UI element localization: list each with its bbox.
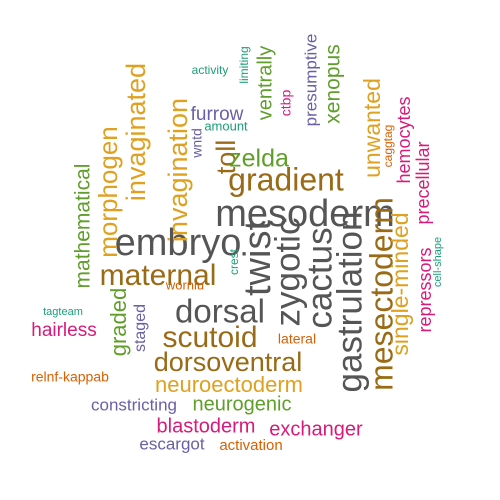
word-furrow: furrow (191, 104, 244, 125)
word-gradient: gradient (228, 161, 344, 197)
word-worniu: worniu (165, 277, 204, 292)
word-tagteam: tagteam (43, 306, 83, 318)
word-toll: toll (211, 140, 241, 175)
word-staged: staged (132, 304, 149, 352)
word-mesectoderm: mesectoderm (363, 197, 399, 391)
word-escargot: escargot (139, 434, 204, 453)
word-twist: twist (237, 220, 279, 296)
word-scutoid: scutoid (162, 321, 257, 354)
word-lateral: lateral (278, 331, 316, 347)
word-xenopus: xenopus (322, 44, 345, 123)
word-exchanger: exchanger (269, 418, 363, 440)
word-precellular: precellular (413, 141, 433, 224)
word-constricting: constricting (91, 395, 177, 414)
word-zelda: zelda (229, 145, 289, 173)
word-single-minded: single-minded (387, 212, 413, 355)
word-repressors: repressors (415, 247, 435, 332)
word-neurogenic: neurogenic (193, 393, 292, 415)
word-cell-shape: cell-shape (432, 237, 444, 287)
word-graded: graded (106, 288, 131, 357)
word-neuroectoderm: neuroectoderm (155, 372, 303, 397)
word-mathematical: mathematical (72, 164, 95, 289)
word-mesoderm: mesoderm (215, 193, 395, 235)
word-crest: crest (227, 248, 241, 275)
word-caggtag: caggtag (381, 125, 395, 168)
word-ctbp: ctbp (278, 90, 294, 117)
word-wntd: wntd (189, 128, 205, 159)
word-ventrally: ventrally (254, 46, 276, 120)
word-maternal: maternal (100, 259, 217, 292)
word-cactus: cactus (300, 227, 339, 328)
word-presumptive: presumptive (301, 34, 320, 127)
word-blastoderm: blastoderm (157, 415, 256, 437)
word-zygotic: zygotic (268, 218, 307, 327)
word-invaginated: invaginated (121, 63, 151, 201)
word-limiting: limiting (237, 46, 251, 83)
word-morphogen: morphogen (93, 126, 123, 258)
word-unwanted: unwanted (359, 78, 385, 178)
word-relnf-kappab: relnf-kappab (31, 369, 109, 385)
word-gastrulation: gastrulation (330, 212, 369, 393)
word-activity: activity (192, 63, 229, 77)
word-dorsoventral: dorsoventral (154, 347, 303, 377)
word-embryo: embryo (115, 222, 242, 264)
word-hemocytes: hemocytes (394, 96, 414, 183)
word-hairless: hairless (31, 320, 96, 341)
word-activation: activation (219, 437, 282, 454)
word-dorsal: dorsal (175, 293, 265, 330)
word-invagination: invagination (163, 98, 193, 242)
word-amount: amount (204, 118, 248, 133)
